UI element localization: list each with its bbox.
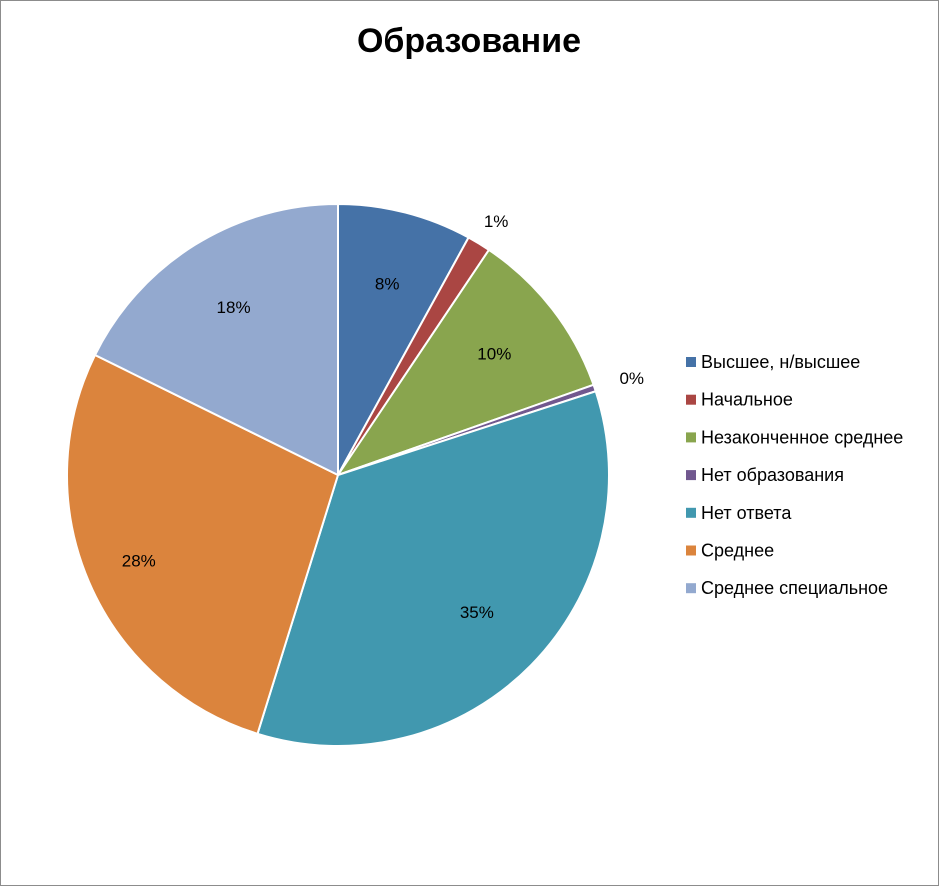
pie-slice-7 bbox=[94, 203, 339, 476]
chart-title: Образование bbox=[357, 22, 581, 60]
legend-swatch-3 bbox=[686, 432, 696, 443]
pie-slice-3 bbox=[337, 248, 595, 476]
legend-swatch-1 bbox=[686, 357, 696, 367]
legend-swatch-5 bbox=[686, 507, 696, 518]
data-label-7: 18% bbox=[217, 298, 251, 317]
data-labels: 8% 1% 10% 0% 35% 28% 18% bbox=[122, 212, 644, 622]
legend-label-2: Начальное bbox=[701, 390, 793, 410]
pie-slice-6 bbox=[66, 354, 339, 735]
legend-label-3: Незаконченное среднее bbox=[701, 427, 903, 447]
data-label-5: 35% bbox=[460, 603, 494, 622]
pie-slices bbox=[66, 203, 610, 747]
pie-slice-5 bbox=[256, 390, 610, 747]
legend-swatch-7 bbox=[686, 583, 696, 594]
legend: Высшее, н/высшее Начальное Незаконченное с… bbox=[686, 352, 903, 598]
legend-swatch-4 bbox=[686, 470, 696, 481]
legend-label-1: Высшее, н/высшее bbox=[701, 352, 860, 372]
legend-label-4: Нет образования bbox=[701, 465, 844, 485]
data-label-4: 0% bbox=[619, 369, 644, 388]
legend-swatch-2 bbox=[686, 394, 696, 405]
data-label-1: 8% bbox=[375, 274, 400, 293]
data-label-6: 28% bbox=[122, 551, 156, 570]
legend-label-7: Среднее специальное bbox=[701, 578, 888, 598]
legend-swatch-6 bbox=[686, 545, 696, 556]
data-label-2: 1% bbox=[484, 212, 509, 231]
data-label-3: 10% bbox=[477, 345, 511, 364]
legend-label-6: Среднее bbox=[701, 541, 774, 561]
pie-slice-1 bbox=[337, 203, 470, 476]
legend-label-5: Нет ответа bbox=[701, 503, 792, 523]
